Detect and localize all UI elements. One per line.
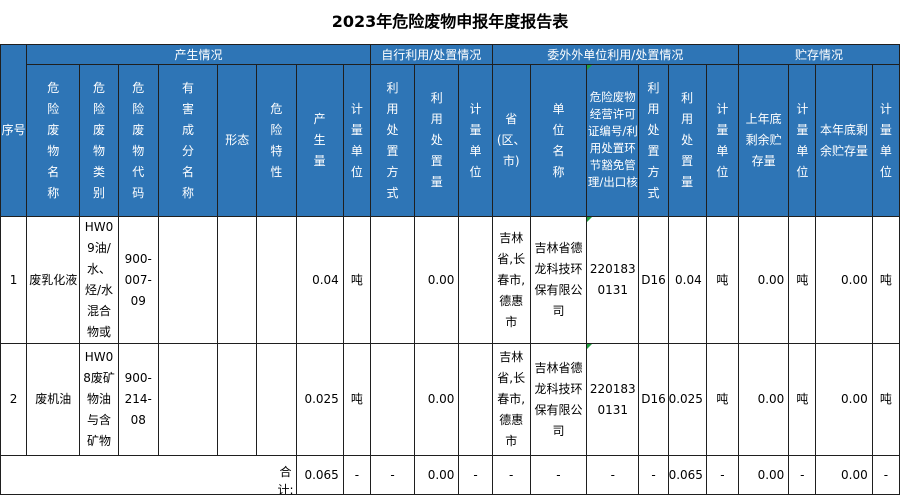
row-hazard-property xyxy=(256,343,297,456)
row-self-method xyxy=(369,343,416,456)
report-title: 2023年危险废物申报年度报告表 xyxy=(331,12,569,31)
row-production-amount: 0.025 xyxy=(295,343,344,456)
row-waste-category: HW09油/水、烃/水混合物或 xyxy=(79,216,119,344)
header-hazard-property: 危险特性 xyxy=(256,64,297,217)
header-group-production: 产生情况 xyxy=(26,44,371,65)
header-unit-5: 计量单位 xyxy=(871,64,900,217)
row-license: 2201830131 xyxy=(586,216,640,344)
header-unit-4: 计量单位 xyxy=(788,64,817,217)
row-hazardous-component xyxy=(157,343,219,456)
row-production-amount: 0.04 xyxy=(295,216,344,344)
header-self-method: 利用处置方式 xyxy=(369,64,416,217)
row-curr-storage: 0.00 xyxy=(815,216,873,344)
row-province: 吉林省,长春市,德惠市 xyxy=(491,343,531,456)
header-waste-name: 危险废物名称 xyxy=(26,64,81,217)
total-out-method: - xyxy=(638,455,669,495)
total-unit-5: - xyxy=(871,455,900,495)
row-waste-name: 废乳化液 xyxy=(26,216,81,344)
header-unit-1: 计量单位 xyxy=(342,64,371,217)
total-unit-1: - xyxy=(342,455,371,495)
row-unit-5: 吨 xyxy=(871,216,900,344)
header-unit-2: 计量单位 xyxy=(458,64,493,217)
row-company: 吉林省德龙科技环保有限公司 xyxy=(529,216,588,344)
row-unit-4: 吨 xyxy=(788,343,817,456)
row-seq: 2 xyxy=(0,343,28,456)
total-production-amount: 0.065 xyxy=(295,455,344,495)
total-province: - xyxy=(491,455,531,495)
row-unit-3: 吨 xyxy=(705,216,740,344)
hazardous-waste-report-table: 序号 产生情况 自行利用/处置情况 委外外单位利用/处置情况 贮存情况 危险废物… xyxy=(0,44,900,495)
total-out-amount: 0.065 xyxy=(667,455,707,495)
row-self-method xyxy=(369,216,416,344)
row-seq: 1 xyxy=(0,216,28,344)
header-group-self-use: 自行利用/处置情况 xyxy=(369,44,493,65)
row-license: 2201830131 xyxy=(586,343,640,456)
row-waste-code: 900-214-08 xyxy=(117,343,159,456)
row-waste-code: 900-007-09 xyxy=(117,216,159,344)
header-unit-3: 计量单位 xyxy=(705,64,740,217)
total-curr-storage: 0.00 xyxy=(815,455,873,495)
row-unit-5: 吨 xyxy=(871,343,900,456)
header-out-amount: 利用处置量 xyxy=(667,64,707,217)
row-province: 吉林省,长春市,德惠市 xyxy=(491,216,531,344)
table-row: 1 废乳化液 HW09油/水、烃/水混合物或 900-007-09 0.04 吨… xyxy=(0,216,900,344)
header-curr-storage: 本年底剩余贮存量 xyxy=(815,64,873,217)
row-form xyxy=(217,343,258,456)
row-unit-1: 吨 xyxy=(342,216,371,344)
header-row-groups: 序号 产生情况 自行利用/处置情况 委外外单位利用/处置情况 贮存情况 xyxy=(0,44,900,217)
row-prev-storage: 0.00 xyxy=(738,343,790,456)
table-row: 2 废机油 HW08废矿物油与含矿物 900-214-08 0.025 吨 0.… xyxy=(0,343,900,456)
total-license: - xyxy=(586,455,640,495)
total-self-method: - xyxy=(369,455,416,495)
header-group-outsourced: 委外外单位利用/处置情况 xyxy=(491,44,740,65)
header-hazardous-component: 有害成分名称 xyxy=(157,64,219,217)
total-unit-2: - xyxy=(458,455,493,495)
header-waste-category: 危险废物类别 xyxy=(79,64,119,217)
header-form: 形态 xyxy=(217,64,258,217)
row-waste-name: 废机油 xyxy=(26,343,81,456)
header-company: 单位名称 xyxy=(529,64,588,217)
header-self-amount: 利用处置量 xyxy=(414,64,460,217)
row-unit-2 xyxy=(458,343,493,456)
total-label-cell: 合计: xyxy=(0,455,297,495)
header-seq: 序号 xyxy=(0,44,28,217)
row-unit-1: 吨 xyxy=(342,343,371,456)
row-hazard-property xyxy=(256,216,297,344)
header-waste-code: 危险废物代码 xyxy=(117,64,159,217)
row-unit-2 xyxy=(458,216,493,344)
header-license: 危险废物经营许可证编号/利用处置环节豁免管理/出口核 xyxy=(586,64,640,217)
total-row: 合计: 0.065 - - 0.00 - - - - - 0.065 - 0.0… xyxy=(0,455,900,495)
total-unit-4: - xyxy=(788,455,817,495)
row-waste-category: HW08废矿物油与含矿物 xyxy=(79,343,119,456)
row-curr-storage: 0.00 xyxy=(815,343,873,456)
row-out-method: D16 xyxy=(638,343,669,456)
row-company: 吉林省德龙科技环保有限公司 xyxy=(529,343,588,456)
row-form xyxy=(217,216,258,344)
total-label: 合计: xyxy=(277,465,294,495)
row-unit-3: 吨 xyxy=(705,343,740,456)
row-out-amount: 0.025 xyxy=(667,343,707,456)
header-province: 省(区、市) xyxy=(491,64,531,217)
row-out-amount: 0.04 xyxy=(667,216,707,344)
header-prev-storage: 上年底剩余贮存量 xyxy=(738,64,790,217)
row-unit-4: 吨 xyxy=(788,216,817,344)
header-out-method: 利用处置方式 xyxy=(638,64,669,217)
header-production-amount: 产生量 xyxy=(295,64,344,217)
row-hazardous-component xyxy=(157,216,219,344)
row-self-amount: 0.00 xyxy=(414,216,460,344)
total-unit-3: - xyxy=(705,455,740,495)
row-self-amount: 0.00 xyxy=(414,343,460,456)
header-group-storage: 贮存情况 xyxy=(738,44,900,65)
total-prev-storage: 0.00 xyxy=(738,455,790,495)
row-out-method: D16 xyxy=(638,216,669,344)
header-row-columns: 危险废物名称 危险废物类别 危险废物代码 有害成分名称 形态 危险特性 产生量 … xyxy=(1,64,900,217)
row-prev-storage: 0.00 xyxy=(738,216,790,344)
total-self-amount: 0.00 xyxy=(414,455,460,495)
total-company: - xyxy=(529,455,588,495)
